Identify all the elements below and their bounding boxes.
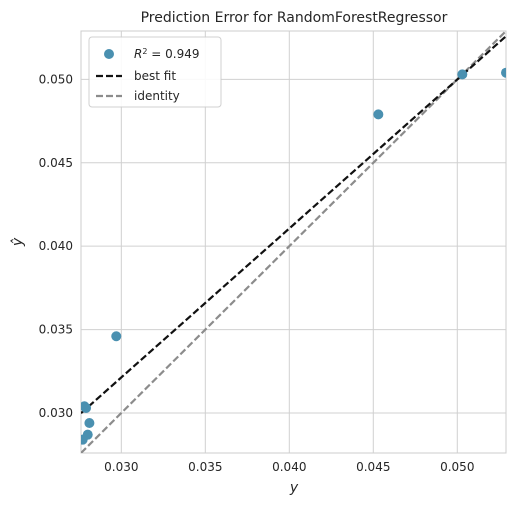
chart-title: Prediction Error for RandomForestRegress…: [141, 10, 448, 26]
legend-r2-superscript: 2: [142, 47, 147, 56]
x-tick-label: 0.050: [440, 460, 474, 474]
x-axis-ticks: 0.030 0.035 0.040 0.045 0.050: [104, 460, 474, 474]
legend: R2 = 0.949 best fit identity: [88, 36, 222, 108]
legend-r2-marker: [104, 49, 114, 59]
x-axis-label: y: [289, 480, 299, 496]
y-tick-label: 0.040: [39, 239, 73, 253]
legend-box: [88, 36, 222, 108]
x-tick-label: 0.040: [272, 460, 306, 474]
data-point: [84, 417, 95, 428]
legend-identity-label: identity: [134, 89, 180, 103]
y-tick-label: 0.035: [39, 323, 73, 337]
data-points: [81, 67, 506, 445]
y-axis-ticks: 0.030 0.035 0.040 0.045 0.050: [39, 72, 73, 420]
data-point: [457, 69, 468, 80]
data-point: [373, 109, 384, 120]
data-point: [81, 402, 92, 413]
best-fit-line: [81, 35, 506, 415]
fit-lines: [81, 31, 506, 453]
legend-best-fit-label: best fit: [134, 69, 176, 83]
legend-r2-label: R2 = 0.949: [134, 47, 199, 62]
legend-r2-value: = 0.949: [147, 47, 199, 61]
legend-r2-symbol: R: [134, 47, 142, 61]
data-point: [82, 429, 93, 440]
y-axis-label: ŷ: [10, 237, 26, 247]
y-tick-label: 0.045: [39, 156, 73, 170]
x-tick-label: 0.045: [356, 460, 390, 474]
x-tick-label: 0.030: [104, 460, 138, 474]
y-tick-label: 0.030: [39, 406, 73, 420]
data-point: [501, 67, 506, 78]
x-tick-label: 0.035: [188, 460, 222, 474]
y-tick-label: 0.050: [39, 72, 73, 86]
data-point: [111, 331, 122, 342]
